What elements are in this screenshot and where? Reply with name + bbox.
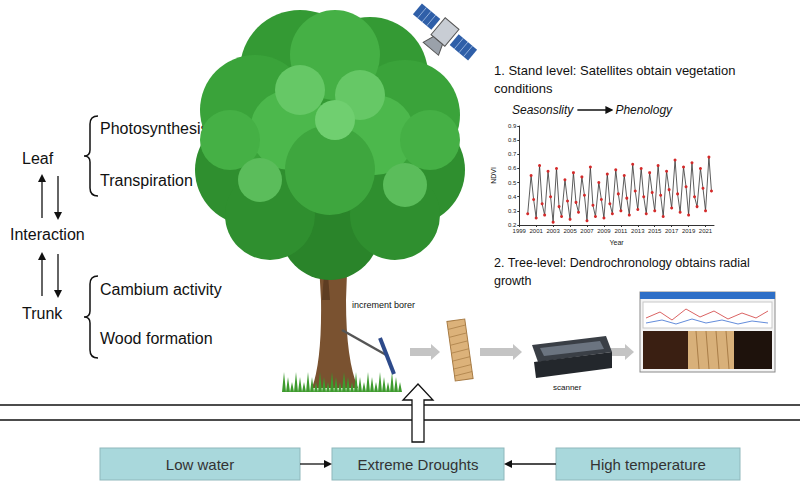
svg-text:0.8: 0.8	[508, 137, 517, 143]
svg-text:Leaf: Leaf	[22, 150, 54, 167]
svg-text:2007: 2007	[580, 228, 594, 234]
svg-text:2021: 2021	[699, 228, 713, 234]
svg-text:0.9: 0.9	[508, 123, 517, 129]
svg-text:0.3: 0.3	[508, 208, 517, 214]
svg-text:Transpiration: Transpiration	[100, 172, 193, 189]
svg-text:Interaction: Interaction	[10, 226, 85, 243]
svg-text:Phenology: Phenology	[615, 103, 673, 117]
svg-text:0.7: 0.7	[508, 151, 517, 157]
svg-text:Seasonslity: Seasonslity	[512, 103, 574, 117]
svg-text:Wood formation: Wood formation	[100, 330, 213, 347]
svg-text:2017: 2017	[665, 228, 679, 234]
svg-text:2. Tree-level: Dendrochronolog: 2. Tree-level: Dendrochronology obtains …	[494, 256, 750, 270]
svg-text:Photosynthesis: Photosynthesis	[100, 120, 209, 137]
svg-text:scanner: scanner	[553, 383, 582, 392]
svg-text:2001: 2001	[529, 228, 543, 234]
svg-text:growth: growth	[494, 274, 532, 288]
svg-text:1. Stand level: Satellites obt: 1. Stand level: Satellites obtain vegeta…	[494, 63, 735, 78]
svg-text:2011: 2011	[614, 228, 628, 234]
svg-text:2009: 2009	[597, 228, 611, 234]
svg-text:2019: 2019	[682, 228, 696, 234]
svg-text:Extreme Droughts: Extreme Droughts	[358, 456, 479, 473]
svg-text:0.6: 0.6	[508, 165, 517, 171]
svg-text:0.4: 0.4	[508, 194, 517, 200]
svg-text:Year: Year	[610, 239, 625, 246]
svg-text:increment borer: increment borer	[352, 300, 415, 310]
svg-text:Trunk: Trunk	[22, 305, 63, 322]
svg-text:2015: 2015	[648, 228, 662, 234]
svg-text:0.2: 0.2	[507, 222, 517, 228]
svg-text:0.5: 0.5	[508, 180, 517, 186]
svg-text:Cambium activity: Cambium activity	[100, 281, 222, 298]
svg-text:conditions: conditions	[494, 81, 553, 96]
svg-text:High temperature: High temperature	[590, 456, 706, 473]
svg-text:NDVI: NDVI	[490, 167, 497, 184]
svg-text:2003: 2003	[546, 228, 560, 234]
svg-text:1999: 1999	[513, 228, 527, 234]
svg-text:Low water: Low water	[166, 456, 234, 473]
svg-text:2005: 2005	[563, 228, 577, 234]
svg-text:2013: 2013	[631, 228, 645, 234]
